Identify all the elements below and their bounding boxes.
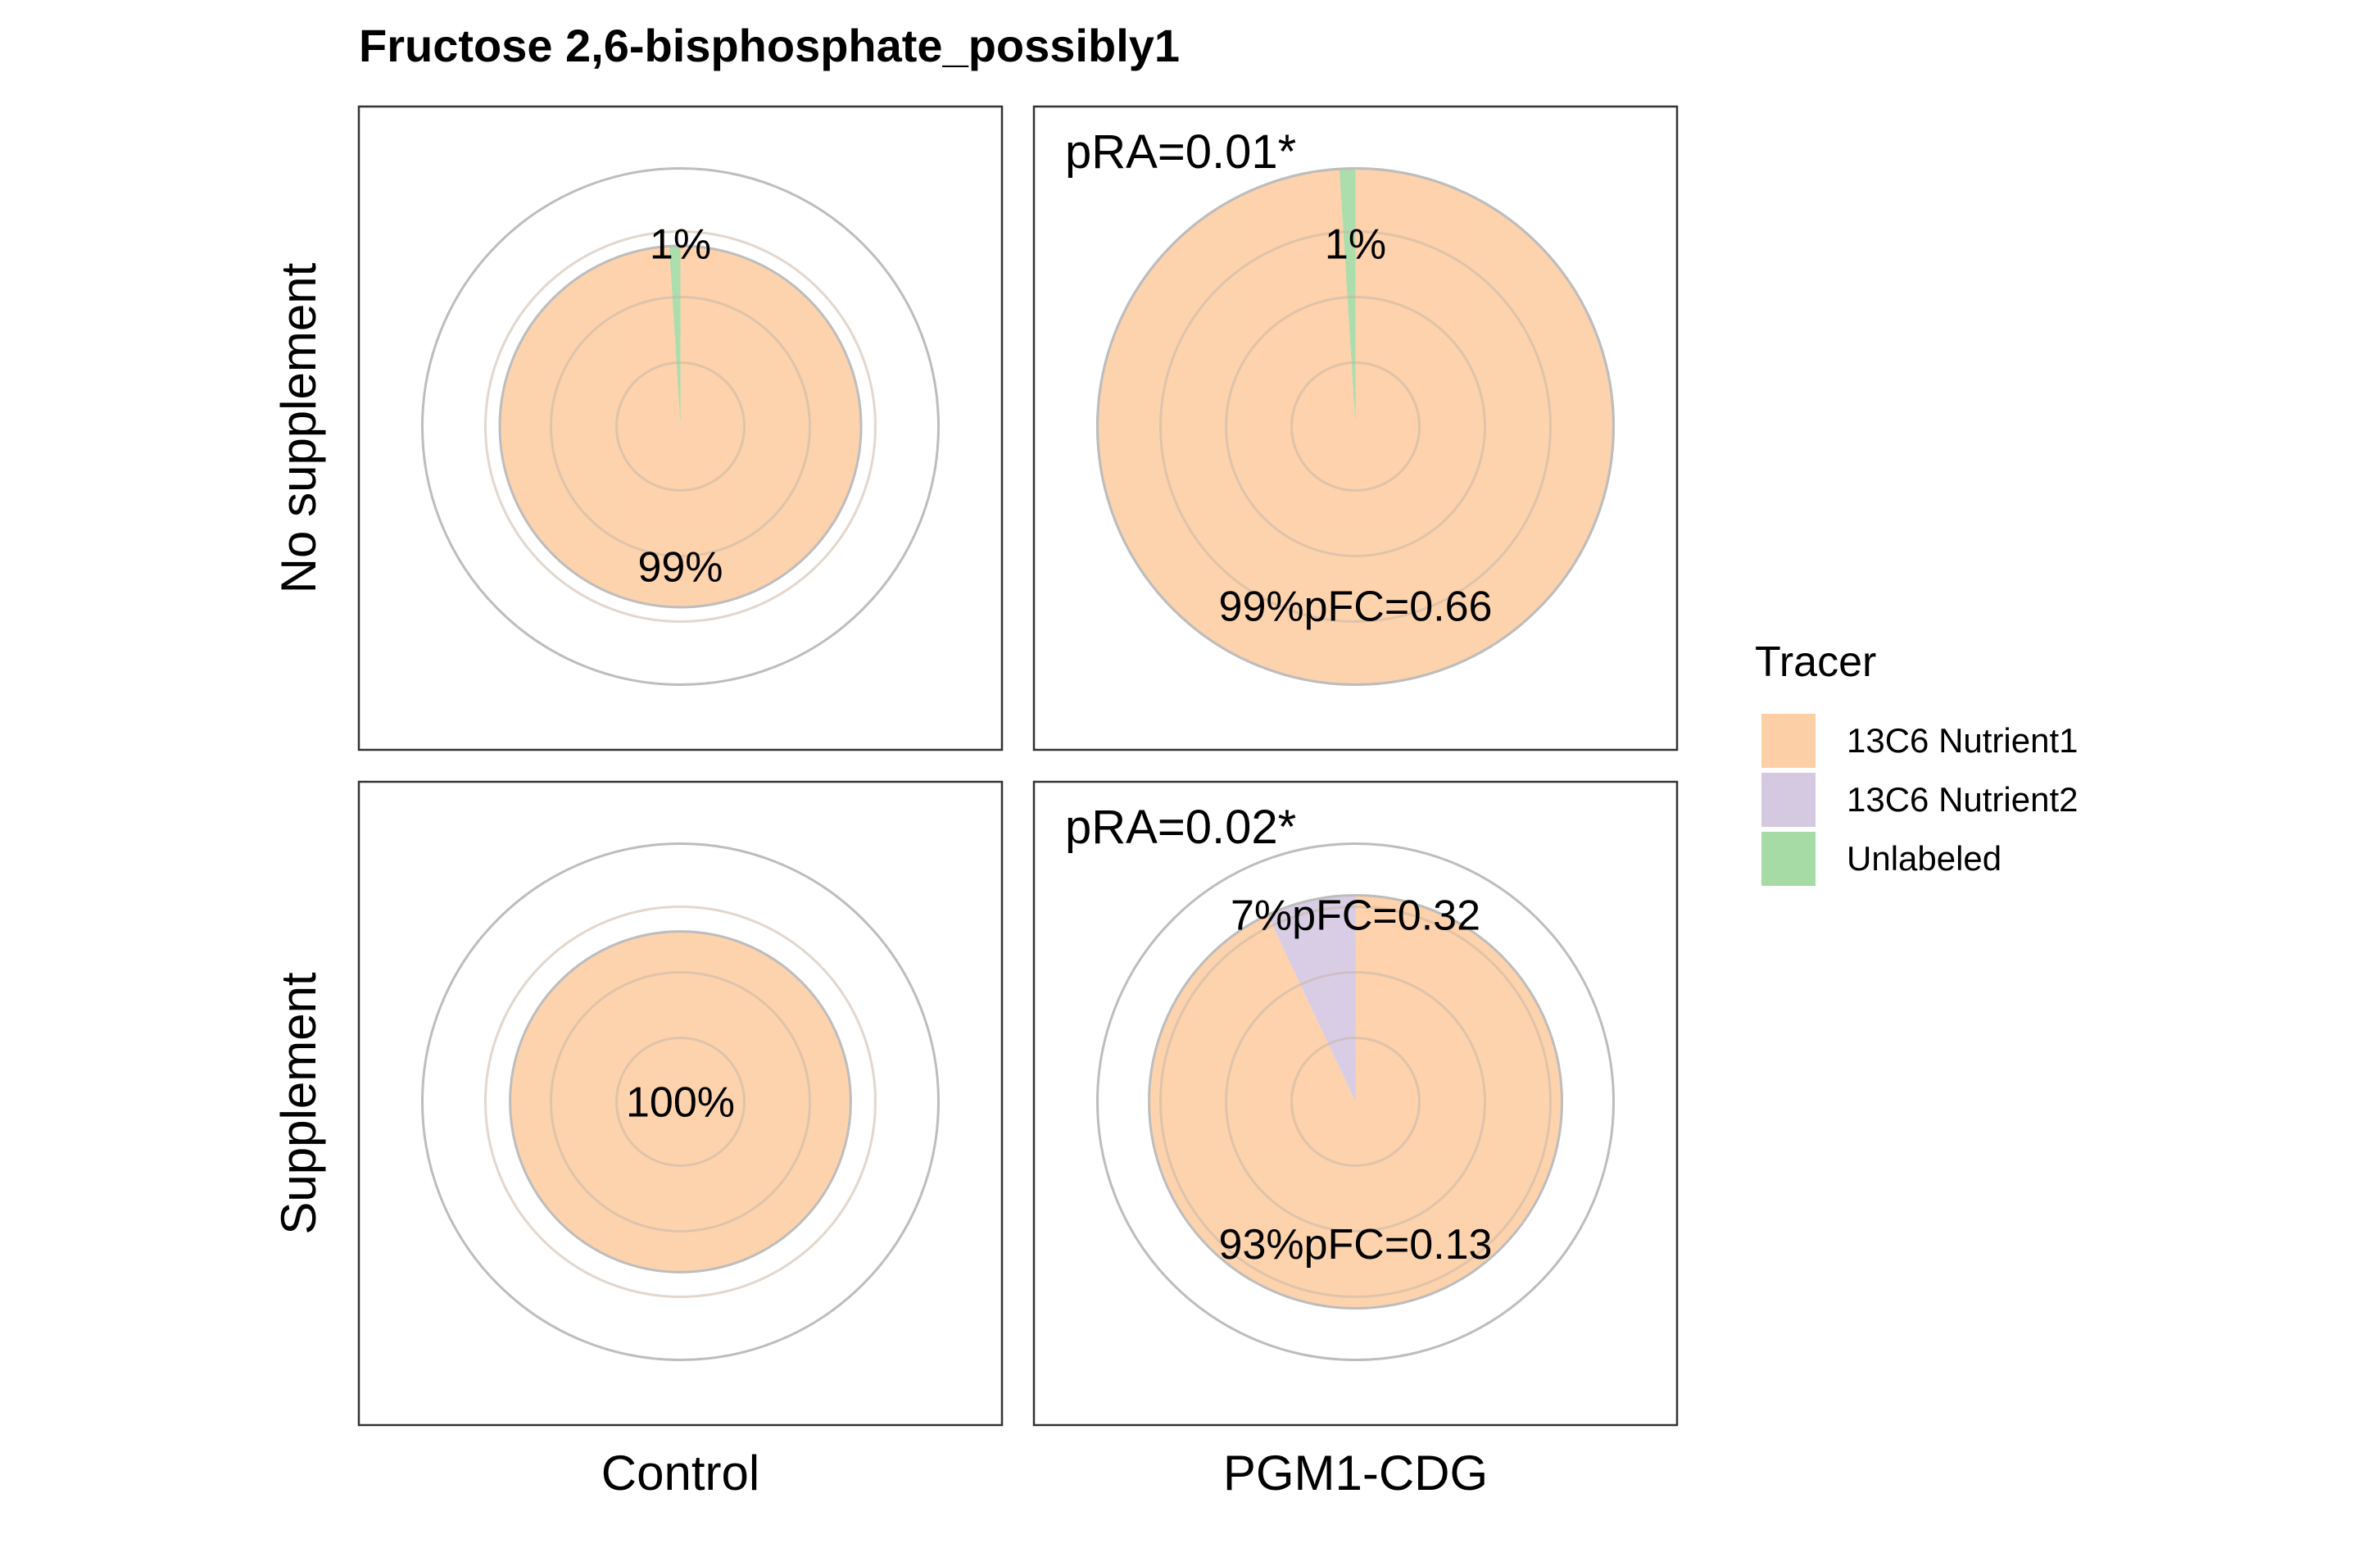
row-label-supplement: Supplement: [271, 972, 326, 1235]
pie-slices: [500, 246, 862, 607]
column-labels: Control PGM1-CDG: [601, 1446, 1488, 1500]
facet-panels: 99% 1% 99%pFC=0.66 1% pRA=0.01* 100% 93%pFC=0.…: [357, 105, 1679, 1427]
slice-label: 1%: [1325, 221, 1386, 269]
legend-title: Tracer: [1755, 638, 1876, 686]
pie-outline: [509, 930, 852, 1273]
grid-circle: [1225, 296, 1486, 557]
grid-circle: [1159, 230, 1552, 623]
slice-13c6-nutrient1: [1149, 895, 1562, 1309]
slice-label: 99%: [637, 543, 723, 591]
polar-grid: [421, 842, 940, 1361]
slice-labels: 99%pFC=0.66 1%: [1219, 221, 1493, 631]
grid-circle: [615, 1037, 746, 1167]
slice-13c6-nutrient2: [1267, 895, 1356, 1102]
slice-unlabeled: [669, 246, 681, 427]
grid-circle: [550, 296, 811, 557]
slice-13c6-nutrient1: [510, 931, 851, 1273]
slice-label: 93%pFC=0.13: [1219, 1221, 1493, 1269]
grid-circle: [421, 842, 940, 1361]
legend-label-13c6-nutrient1: 13C6 Nutrient1: [1847, 721, 2079, 760]
legend-key-unlabeled: [1761, 832, 1816, 886]
pie-outline: [498, 244, 863, 609]
legend: Tracer 13C6 Nutrient1 13C6 Nutrient2 Unlab…: [1755, 638, 2079, 886]
legend-label-13c6-nutrient2: 13C6 Nutrient2: [1847, 780, 2079, 819]
grid-circle: [1096, 842, 1615, 1361]
grid-circle: [1159, 906, 1552, 1298]
grid-circle: [615, 361, 746, 492]
chart-title: Fructose 2,6-bisphosphate_possibly1: [359, 20, 1180, 71]
slice-labels: 93%pFC=0.13 7%pFC=0.32: [1219, 892, 1493, 1269]
slice-label: 1%: [650, 221, 711, 269]
column-label-control: Control: [601, 1446, 759, 1500]
row-label-no-supplement: No supplement: [271, 262, 326, 593]
panel-supplement-pgm1-cdg: 93%pFC=0.13 7%pFC=0.32 pRA=0.02*: [1032, 780, 1679, 1427]
grid-circle: [1290, 361, 1421, 492]
slice-label: 99%pFC=0.66: [1219, 583, 1493, 630]
panel-no-supplement-pgm1-cdg: 99%pFC=0.66 1% pRA=0.01*: [1032, 105, 1679, 751]
grid-circle: [484, 906, 877, 1298]
grid-circle: [550, 971, 811, 1232]
pie-outline: [1148, 894, 1563, 1310]
legend-key-13c6-nutrient1: [1761, 714, 1816, 768]
slice-labels: 100%: [626, 1079, 735, 1127]
grid-circle: [421, 167, 940, 686]
pra-annotation: pRA=0.01*: [1065, 125, 1296, 179]
slice-label: 7%pFC=0.32: [1231, 892, 1480, 940]
polar-grid: [1096, 167, 1615, 686]
slice-labels: 99% 1%: [637, 221, 723, 592]
slice-13c6-nutrient1: [500, 246, 862, 607]
grid-circle: [1290, 1037, 1421, 1167]
legend-key-13c6-nutrient2: [1761, 773, 1816, 827]
panel-supplement-control: 100%: [357, 780, 1004, 1427]
grid-circle: [1225, 971, 1486, 1232]
pie-slices: [1149, 895, 1562, 1309]
pra-annotation: pRA=0.02*: [1065, 801, 1296, 854]
legend-label-unlabeled: Unlabeled: [1847, 839, 2001, 878]
column-label-pgm1-cdg: PGM1-CDG: [1223, 1446, 1488, 1500]
row-labels: No supplement Supplement: [271, 262, 326, 1234]
polar-grid: [421, 167, 940, 686]
slice-label: 100%: [626, 1079, 735, 1127]
pie-slices: [510, 931, 851, 1273]
grid-circle: [484, 230, 877, 623]
pie-outline: [1096, 167, 1615, 686]
polar-grid: [1096, 842, 1615, 1361]
panel-no-supplement-control: 99% 1%: [357, 105, 1004, 751]
slice-13c6-nutrient1: [1097, 168, 1614, 685]
